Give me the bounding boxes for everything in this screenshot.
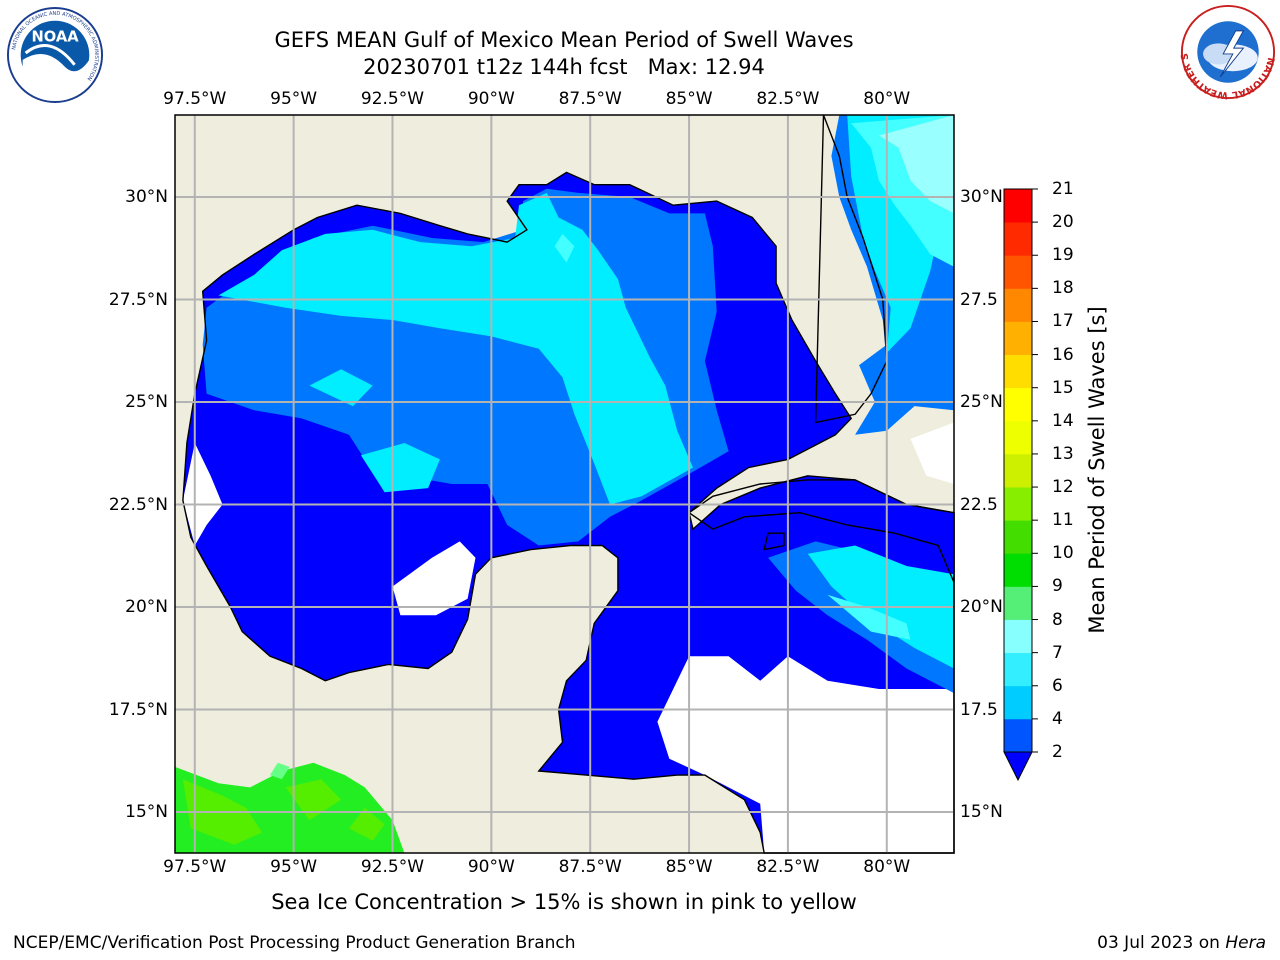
period-4-6s-area-2 <box>855 344 954 435</box>
longitude-label: 92.5°W <box>360 89 425 109</box>
title-line-2: 20230701 t12z 144h fcst Max: 12.94 <box>363 55 765 79</box>
longitude-label: 85°W <box>665 89 713 109</box>
colorbar-tick-label: 8 <box>1052 609 1063 630</box>
colorbar-tick-label: 11 <box>1052 510 1074 531</box>
period-6-7s-area-0 <box>218 192 693 505</box>
colorbar-swatch <box>1004 222 1032 256</box>
producer-credit: NCEP/EMC/Verification Post Processing Pr… <box>13 933 576 953</box>
latitude-label: 30°N <box>960 187 1003 207</box>
colorbar-swatch <box>1004 685 1032 720</box>
colorbar-tick-label: 15 <box>1052 377 1074 398</box>
florida-east-coast <box>814 114 888 424</box>
longitude-label: 87.5°W <box>558 89 622 109</box>
latitude-label: 15°N <box>960 802 1003 822</box>
colorbar-tick-label: 4 <box>1052 708 1063 729</box>
colorbar-swatch <box>1004 387 1032 422</box>
period-7-8s-area-2 <box>827 594 911 640</box>
colorbar-tick-label: 7 <box>1052 642 1063 663</box>
colorbar-tick-label: 6 <box>1052 675 1063 696</box>
no-data-area-3 <box>910 422 954 484</box>
colorbar-tick-label: 12 <box>1052 477 1074 498</box>
colorbar-swatch <box>1004 453 1032 488</box>
longitude-label: 92.5°W <box>360 857 425 877</box>
colorbar-frame <box>1003 188 1033 752</box>
colorbar-title: Mean Period of Swell Waves [s] <box>1085 306 1109 634</box>
longitude-label: 80°W <box>863 89 911 109</box>
period-6-7s-area-2 <box>360 443 440 493</box>
sea-ice-note: Sea Ice Concentration > 15% is shown in … <box>271 890 857 914</box>
longitude-label: 97.5°W <box>163 89 227 109</box>
noaa-wordmark: NOAA <box>31 28 79 45</box>
latitude-label: 25°N <box>960 392 1003 412</box>
colorbar-tick-label: 17 <box>1052 311 1074 332</box>
colorbar-tick-label: 19 <box>1052 245 1074 266</box>
latitude-label: 27.5 <box>960 289 998 310</box>
colorbar-tick-label: 2 <box>1052 742 1063 762</box>
host-name: Hera <box>1225 933 1266 953</box>
map-frame <box>174 114 955 854</box>
no-data-area-0 <box>182 443 223 546</box>
latitude-label: 15°N <box>125 802 168 822</box>
colorbar-swatch <box>1004 321 1032 355</box>
longitude-label: 82.5°W <box>756 89 820 109</box>
colorbar-swatch <box>1004 288 1032 322</box>
colorbar-swatch <box>1004 420 1032 455</box>
swell-period-field <box>175 115 954 853</box>
latitude-label: 17.5 <box>960 699 998 720</box>
period-11-12s-area-1 <box>285 779 342 821</box>
graticule <box>175 115 954 853</box>
latitude-label: 27.5°N <box>108 289 168 310</box>
longitude-label: 95°W <box>270 89 318 109</box>
period-9-10s-area <box>269 762 290 780</box>
colorbar-tick-label: 9 <box>1052 576 1063 597</box>
colorbar-swatch <box>1004 652 1032 687</box>
period-7-8s-area-1 <box>554 233 575 263</box>
generation-date-text: 03 Jul 2023 on <box>1097 933 1226 953</box>
title-line-1: GEFS MEAN Gulf of Mexico Mean Period of … <box>274 28 854 52</box>
period-11-12s-area-2 <box>349 807 385 841</box>
latitude-label: 25°N <box>125 392 168 412</box>
longitude-label: 82.5°W <box>756 857 820 877</box>
colorbar-swatch <box>1004 619 1032 654</box>
colorbar-tick-label: 16 <box>1052 344 1074 365</box>
noaa-logo: NOAA NATIONAL OCEANIC AND ATMOSPHERIC AD… <box>6 6 104 104</box>
longitude-label: 90°W <box>467 89 515 109</box>
latitude-label: 20°N <box>125 597 168 617</box>
colorbar-swatch <box>1004 586 1032 620</box>
colorbar-swatch <box>1004 520 1032 554</box>
colorbar-tick-label: 18 <box>1052 278 1074 299</box>
colorbar-tick-label: 13 <box>1052 443 1074 464</box>
latitude-label: 22.5°N <box>108 494 168 515</box>
latitude-label: 22.5 <box>960 494 998 515</box>
longitude-label: 85°W <box>665 857 713 877</box>
colorbar-tick-label: 14 <box>1052 410 1074 431</box>
colorbar-swatch <box>1004 487 1032 521</box>
colorbar-swatch <box>1004 553 1032 587</box>
latitude-label: 17.5°N <box>108 699 168 720</box>
colorbar-tick-label: 21 <box>1052 179 1074 199</box>
colorbar <box>1003 188 1038 782</box>
generation-date: 03 Jul 2023 on Hera <box>1097 933 1266 953</box>
period-8-9s-area <box>878 115 954 214</box>
colorbar-swatch <box>1004 718 1032 753</box>
period-6-7s-area-1 <box>309 369 373 407</box>
colorbar-swatch <box>1004 189 1032 223</box>
colorbar-extend-min <box>1003 751 1033 782</box>
colorbar-swatch <box>1004 354 1032 389</box>
no-data-area-2 <box>657 656 954 853</box>
nws-logo: NATIONAL WEATHER SERVICE <box>1178 4 1276 100</box>
longitude-label: 87.5°W <box>558 857 622 877</box>
longitude-label: 80°W <box>863 857 911 877</box>
longitude-label: 90°W <box>467 857 515 877</box>
latitude-label: 20°N <box>960 597 1003 617</box>
latitude-label: 30°N <box>125 187 168 207</box>
colorbar-swatch <box>1004 255 1032 289</box>
longitude-label: 97.5°W <box>163 857 227 877</box>
longitude-label: 95°W <box>270 857 318 877</box>
colorbar-tick-label: 20 <box>1052 212 1074 233</box>
isla-de-la-juventud <box>763 532 785 551</box>
no-data-area-1 <box>392 541 476 616</box>
colorbar-tick-label: 10 <box>1052 543 1074 564</box>
